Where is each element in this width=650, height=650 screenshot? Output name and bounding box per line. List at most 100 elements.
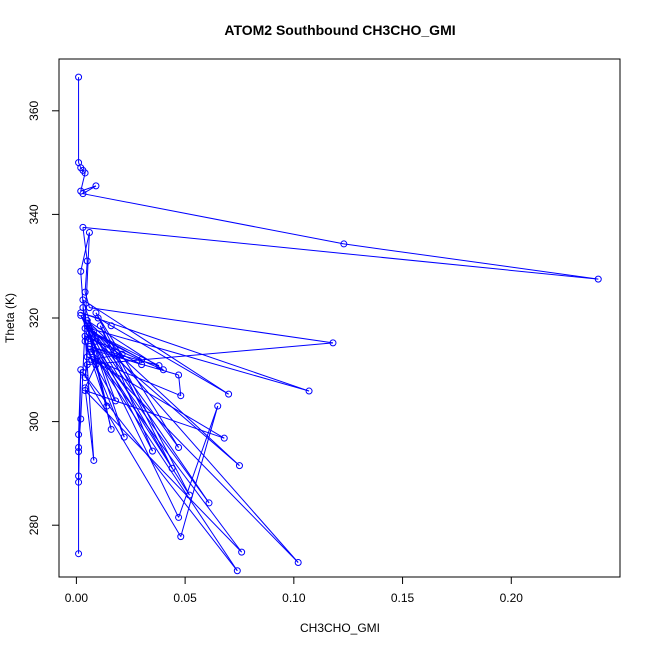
data-point: [235, 462, 243, 470]
data-point: [594, 275, 602, 283]
data-point: [138, 361, 146, 369]
data-point: [107, 322, 115, 330]
data-point: [75, 444, 83, 451]
data-point: [177, 533, 185, 541]
series-line-segment: [87, 356, 181, 397]
x-axis-label: CH3CHO_GMI: [300, 621, 380, 635]
series-line-segment: [91, 333, 153, 452]
series-line-segment: [89, 338, 190, 496]
data-point: [81, 387, 89, 395]
chart-title: ATOM2 Southbound CH3CHO_GMI: [224, 22, 455, 38]
series-line-segment: [343, 243, 599, 280]
data-point: [92, 361, 100, 369]
series-line-segment: [95, 340, 240, 467]
data-point: [329, 339, 337, 347]
data-point: [88, 330, 96, 338]
x-tick-label: 0.15: [391, 591, 415, 605]
series-line-segment: [91, 353, 123, 360]
data-point: [120, 433, 128, 441]
data-point: [225, 390, 233, 398]
data-point: [83, 257, 91, 265]
plot-frame: [58, 58, 621, 578]
data-point: [77, 267, 85, 275]
series-line-segment: [78, 369, 82, 435]
series-line-segment: [89, 327, 310, 392]
data-point: [85, 229, 93, 237]
data-point: [85, 342, 93, 350]
data-point: [79, 296, 87, 304]
data-point: [75, 478, 83, 486]
y-axis-label: Theta (K): [3, 293, 17, 343]
data-point: [92, 309, 100, 317]
data-point: [305, 387, 313, 395]
data-point: [168, 464, 176, 472]
series-line-segment: [80, 315, 180, 518]
data-point: [83, 317, 91, 325]
data-point: [238, 548, 246, 556]
data-point: [220, 434, 228, 442]
series-line-segment: [82, 227, 88, 262]
x-tick-label: 0.00: [65, 591, 89, 605]
series-line-segment: [84, 335, 164, 371]
data-point: [112, 397, 120, 405]
data-point: [79, 190, 87, 198]
data-point: [177, 392, 185, 400]
data-point: [75, 448, 83, 456]
data-point: [155, 362, 163, 370]
data-point: [75, 550, 83, 558]
data-point: [175, 371, 183, 379]
data-point: [83, 322, 91, 330]
y-tick-label: 320: [27, 308, 41, 328]
data-point: [75, 73, 83, 81]
series-line-segment: [84, 390, 243, 553]
series-lines: [78, 77, 599, 572]
series-line-segment: [89, 338, 210, 504]
data-point: [340, 240, 348, 248]
data-point: [138, 355, 146, 363]
series-line-segment: [80, 232, 90, 272]
x-tick-label: 0.20: [500, 591, 524, 605]
series-line-segment: [82, 185, 97, 195]
series-line-segment: [91, 351, 243, 553]
data-point: [159, 366, 167, 374]
series-line-segment: [180, 405, 219, 537]
data-point: [96, 322, 104, 330]
series-line-segment: [89, 307, 334, 344]
data-point: [85, 330, 93, 338]
data-point: [81, 384, 89, 392]
series-line-segment: [87, 342, 334, 366]
data-point: [77, 366, 85, 374]
x-axis: 0.00 0.05 0.10 0.15 0.20: [65, 576, 524, 605]
series-line-segment: [91, 351, 238, 572]
data-point: [92, 337, 100, 345]
data-point: [81, 337, 89, 345]
y-tick-label: 280: [27, 515, 41, 535]
data-point: [103, 402, 111, 410]
series-line-segment: [84, 341, 125, 438]
series-line-segment: [82, 372, 182, 537]
data-point: [75, 431, 83, 439]
data-point: [205, 499, 213, 507]
data-point: [233, 567, 241, 575]
data-point: [175, 444, 183, 451]
x-tick-label: 0.10: [282, 591, 306, 605]
series-line-segment: [84, 335, 142, 366]
series-line-segment: [84, 364, 97, 389]
data-point: [81, 169, 89, 177]
series-line-segment: [178, 405, 219, 518]
data-point: [79, 304, 87, 312]
series-line-segment: [82, 372, 238, 572]
series-line-segment: [84, 387, 95, 461]
series-points: [75, 73, 602, 575]
data-point: [175, 513, 183, 521]
data-point: [294, 558, 302, 566]
series-line-segment: [86, 325, 125, 438]
data-point: [79, 223, 87, 231]
data-point: [83, 361, 91, 369]
series-line-segment: [89, 348, 299, 563]
data-point: [81, 288, 89, 296]
y-tick-label: 340: [27, 204, 41, 224]
series-line-segment: [86, 320, 123, 355]
data-point: [185, 491, 193, 499]
